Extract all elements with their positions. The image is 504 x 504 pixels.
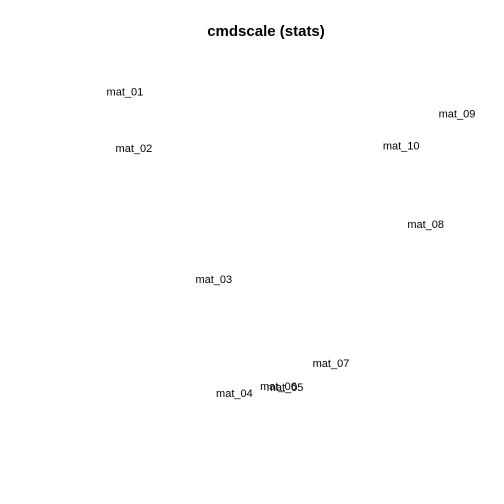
- point-label-mat-07: mat_07: [313, 358, 350, 370]
- point-label-mat-09: mat_09: [439, 108, 476, 120]
- point-label-mat-05: mat_05: [267, 382, 304, 394]
- point-label-mat-08: mat_08: [407, 219, 444, 231]
- point-label-mat-01: mat_01: [107, 87, 144, 99]
- chart-title: cmdscale (stats): [207, 23, 325, 40]
- point-label-mat-02: mat_02: [116, 143, 153, 155]
- point-label-mat-03: mat_03: [195, 274, 232, 286]
- point-label-mat-10: mat_10: [383, 141, 420, 153]
- point-label-mat-06: mat_06: [260, 381, 297, 393]
- point-label-mat-04: mat_04: [216, 388, 253, 400]
